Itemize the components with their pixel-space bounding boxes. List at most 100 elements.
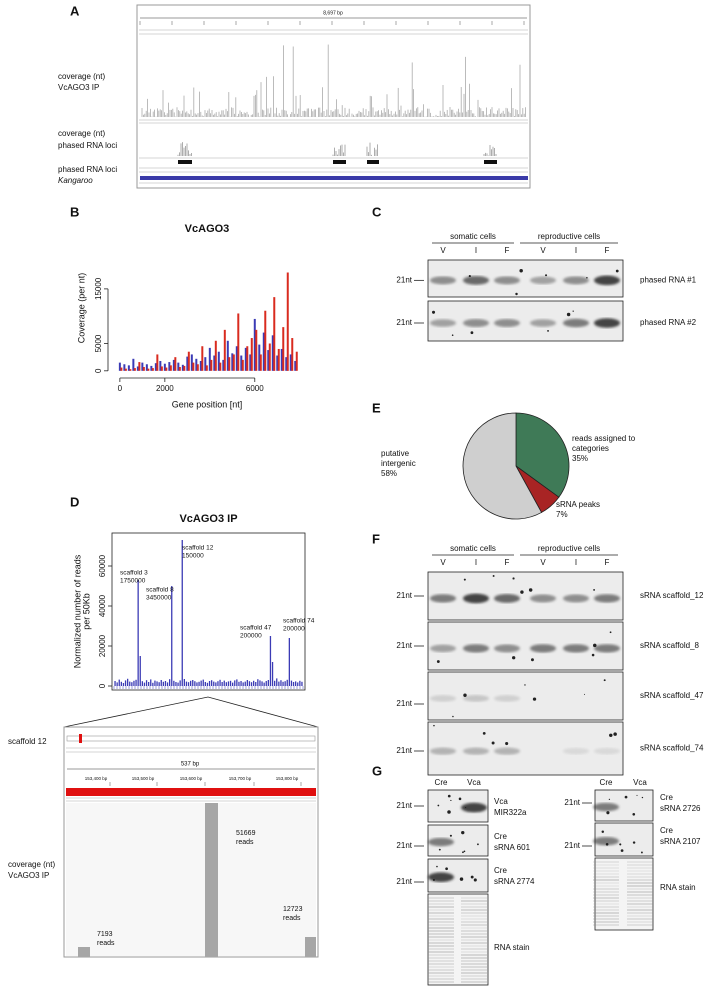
slice-value: 7% xyxy=(556,510,568,519)
speckle xyxy=(632,841,636,844)
zoom-tick-label: 153,400 bp xyxy=(85,776,108,781)
speckle xyxy=(432,310,436,314)
blot xyxy=(427,721,624,776)
blot xyxy=(427,621,624,671)
speckle xyxy=(463,693,467,697)
coverage-peak xyxy=(305,937,316,957)
y-tick-label: 5000 xyxy=(94,334,103,352)
blot xyxy=(427,671,624,721)
speckle xyxy=(519,269,523,273)
speckle xyxy=(624,795,628,799)
probe-label: sRNA scaffold_74 xyxy=(640,744,704,753)
band xyxy=(494,276,520,285)
speckle xyxy=(609,631,612,634)
annotation: 200000 xyxy=(240,633,262,640)
size-marker: 21nt xyxy=(396,591,412,600)
size-marker: 21nt xyxy=(564,841,580,850)
band xyxy=(461,802,487,813)
lane-label: I xyxy=(575,246,577,255)
y-tick-label: 0 xyxy=(98,683,107,688)
band xyxy=(494,319,520,327)
band xyxy=(594,644,620,653)
track-label: phased RNA loci xyxy=(58,141,117,150)
x-tick-label: 2000 xyxy=(156,384,174,393)
speckle xyxy=(593,588,596,591)
track-label: coverage (nt) xyxy=(8,860,55,869)
stain-blot xyxy=(427,893,489,986)
speckle xyxy=(447,810,451,814)
group-label: reproductive cells xyxy=(538,544,600,553)
size-marker: 21nt xyxy=(396,641,412,650)
probe-label: Cre xyxy=(494,832,507,841)
band xyxy=(463,695,489,702)
pie-label: sRNA peaks 7% xyxy=(556,500,626,520)
phased-locus xyxy=(367,160,379,164)
speckle xyxy=(606,811,610,815)
speckle xyxy=(462,851,464,854)
pie-slice xyxy=(515,412,570,498)
speckle xyxy=(530,658,534,662)
speckle xyxy=(601,830,605,833)
blot xyxy=(427,571,624,621)
probe-label: RNA stain xyxy=(494,943,530,952)
speckle xyxy=(605,842,609,846)
band xyxy=(463,747,489,755)
size-marker: 21nt xyxy=(396,275,412,284)
speckle xyxy=(619,843,622,846)
y-tick-label: 0 xyxy=(94,368,103,373)
band xyxy=(563,594,589,603)
speckle xyxy=(586,276,588,279)
track-label: coverage (nt) xyxy=(58,129,105,138)
lane-label: F xyxy=(605,558,610,567)
annotation: scaffold 12 xyxy=(182,545,214,552)
peak-label: 7193 xyxy=(97,931,113,938)
lane-label: V xyxy=(540,246,546,255)
probe-label: sRNA 2107 xyxy=(660,837,701,846)
speckle xyxy=(636,794,638,796)
lane-label: V xyxy=(540,558,546,567)
speckle xyxy=(463,578,466,581)
slice-value: 35% xyxy=(572,454,589,463)
speckle xyxy=(473,878,477,882)
annotation: 3450000 xyxy=(146,595,172,602)
band xyxy=(563,747,589,755)
chart-title: VcAGO3 IP xyxy=(179,513,237,525)
speckle xyxy=(452,715,454,718)
size-marker: 21nt xyxy=(396,801,412,810)
phased-locus xyxy=(484,160,497,164)
scale-label: 8,697 bp xyxy=(323,10,343,16)
band xyxy=(430,747,456,755)
chromosome-mark xyxy=(79,734,82,743)
speckle xyxy=(632,812,636,816)
y-tick-label: 20000 xyxy=(98,634,107,657)
band xyxy=(563,318,589,328)
band xyxy=(494,747,520,755)
band xyxy=(428,837,454,847)
probe-label: Cre xyxy=(494,866,507,875)
blot xyxy=(427,300,624,342)
kangaroo-element xyxy=(140,176,528,180)
speckle xyxy=(566,312,571,317)
band xyxy=(530,594,556,603)
pie-label: reads assigned to categories 35% xyxy=(572,434,652,464)
band xyxy=(430,319,456,327)
pie-label: putative intergenic 58% xyxy=(381,449,433,479)
speckle xyxy=(547,329,549,332)
slice-name: reads assigned to categories xyxy=(572,434,636,453)
speckle xyxy=(520,590,524,594)
speckle xyxy=(465,806,467,809)
speckle xyxy=(450,799,452,802)
band xyxy=(530,276,556,285)
annotation: scaffold 74 xyxy=(283,618,315,625)
x-axis-label: Gene position [nt] xyxy=(172,399,243,409)
slice-name: putative intergenic xyxy=(381,449,416,468)
band xyxy=(594,318,620,328)
lane-label: V xyxy=(440,558,446,567)
speckle xyxy=(532,697,537,701)
panel-letter: G xyxy=(372,763,382,778)
annotation: 1750000 xyxy=(120,578,146,585)
panel-letter: E xyxy=(372,400,381,415)
speckle xyxy=(491,741,495,745)
speckle xyxy=(445,867,448,871)
